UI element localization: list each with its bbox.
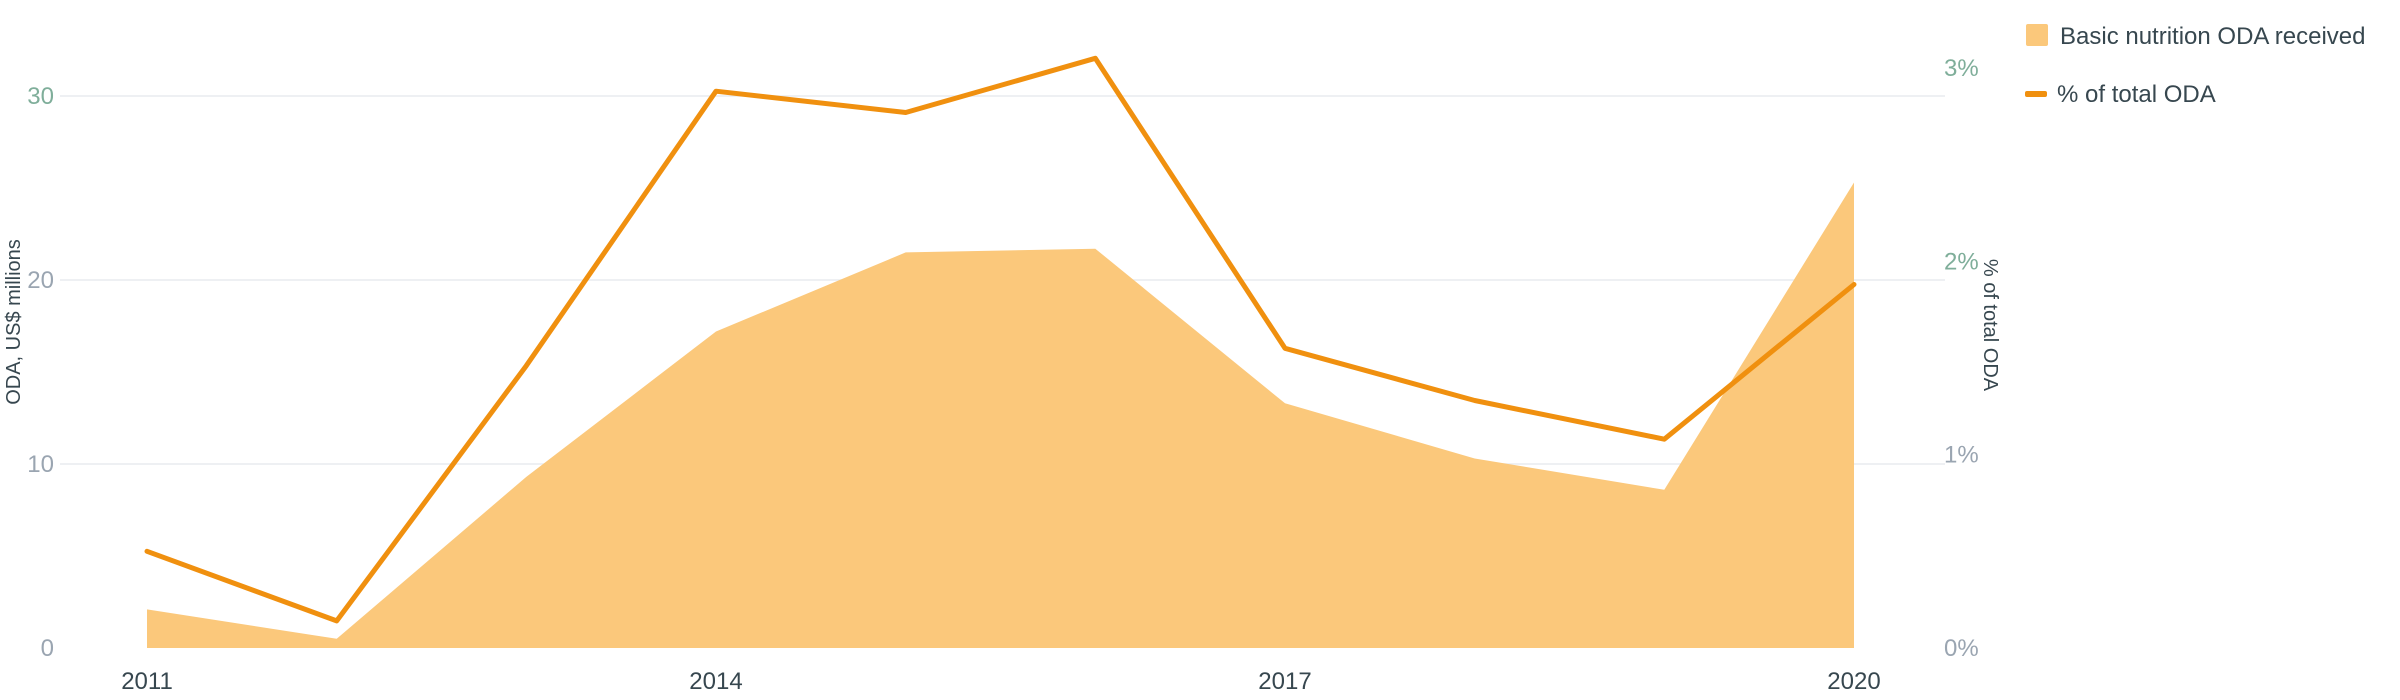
x-tick-label: 2020 [1827, 668, 1880, 695]
left-tick-label: 30 [27, 83, 54, 110]
legend-line-swatch [2025, 91, 2047, 97]
right-tick-label: 2% [1944, 248, 1979, 275]
right-axis-title: % of total ODA [1979, 259, 2001, 392]
area-series [147, 182, 1854, 648]
right-tick-label: 1% [1944, 442, 1979, 469]
legend: Basic nutrition ODA received % of total … [2025, 23, 2365, 108]
x-tick-label: 2014 [689, 668, 742, 695]
x-axis-ticks: 2011 2014 2017 2020 [121, 668, 1881, 695]
left-axis-title: ODA, US$ millions [3, 239, 25, 405]
right-tick-label: 3% [1944, 55, 1979, 82]
left-tick-label: 0 [41, 635, 54, 662]
right-tick-label: 0% [1944, 635, 1979, 662]
right-y-axis-ticks: 0% 1% 2% 3% [1944, 55, 1979, 662]
legend-area-label: Basic nutrition ODA received [2060, 23, 2365, 50]
x-tick-label: 2017 [1258, 668, 1311, 695]
left-tick-label: 10 [27, 451, 54, 478]
legend-line-label: % of total ODA [2057, 81, 2216, 108]
line-pct-total-oda [144, 55, 1857, 624]
left-y-axis-ticks: 0 10 20 30 [27, 83, 54, 662]
x-tick-label: 2011 [121, 668, 173, 695]
left-tick-label: 20 [27, 267, 54, 294]
legend-area-swatch [2026, 24, 2048, 46]
area-basic-nutrition-oda [147, 182, 1854, 648]
line-series [144, 55, 1857, 624]
legend-item-area[interactable]: Basic nutrition ODA received [2026, 23, 2365, 50]
legend-item-line[interactable]: % of total ODA [2025, 81, 2216, 108]
